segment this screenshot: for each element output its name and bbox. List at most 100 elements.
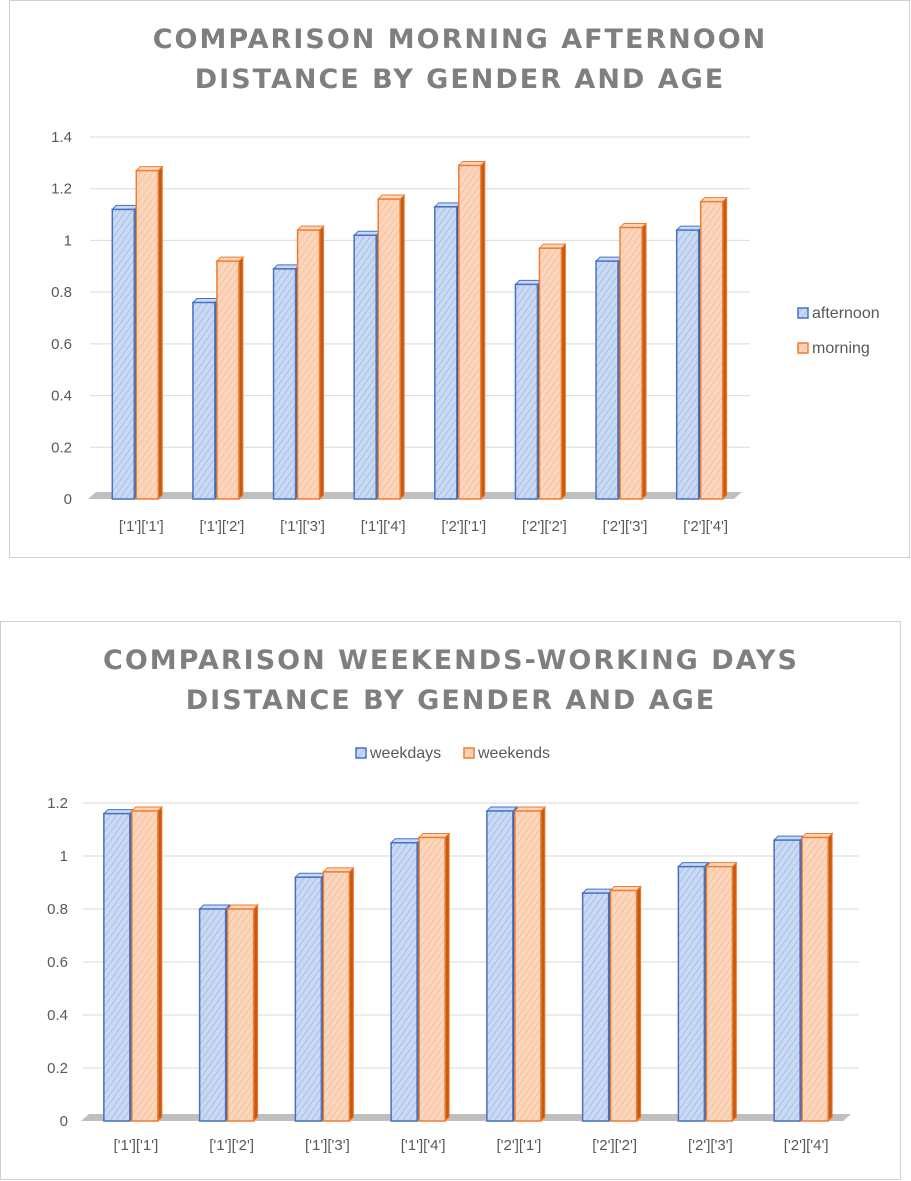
- bar-front: [514, 283, 539, 500]
- chart-floor: [81, 1114, 851, 1121]
- bar-front: [486, 810, 514, 1122]
- bar-front: [272, 268, 297, 500]
- legend-label-weekdays: weekdays: [369, 745, 441, 762]
- bar-weekends: [417, 832, 451, 1123]
- bar-front: [216, 260, 240, 500]
- y-tick-label: 0.6: [47, 954, 68, 971]
- y-tick-label: 1: [60, 848, 68, 865]
- chart-weekends-working-days-svg: COMPARISON WEEKENDS-WORKING DAYS DISTANCE…: [47, 645, 859, 1154]
- bar-front: [377, 198, 401, 500]
- chart-floor: [88, 492, 742, 499]
- bar-front: [226, 908, 255, 1122]
- bar-afternoon: [272, 263, 301, 501]
- bar-front: [773, 839, 801, 1122]
- bar-front: [296, 229, 321, 500]
- bar-afternoon: [514, 279, 543, 501]
- y-tick-label: 0.4: [51, 388, 72, 405]
- bar-front: [595, 260, 619, 500]
- bar-front: [609, 889, 638, 1122]
- bar-front: [192, 301, 216, 500]
- bar-front: [434, 206, 458, 500]
- x-tick-label: ['2']['2']: [592, 1137, 637, 1154]
- y-tick-label: 1.2: [51, 181, 72, 198]
- x-tick-label: ['1']['1']: [119, 518, 164, 535]
- bar-front: [131, 810, 159, 1122]
- legend-label-morning: morning: [812, 340, 870, 357]
- chart-morning-afternoon: COMPARISON MORNING AFTERNOON DISTANCE BY …: [9, 0, 910, 558]
- legend-swatch-morning: [797, 342, 809, 354]
- y-tick-label: 0.4: [47, 1007, 68, 1024]
- bar-weekends: [705, 861, 738, 1123]
- bar-front: [675, 229, 700, 500]
- x-tick-label: ['2']['1']: [441, 518, 486, 535]
- bar-front: [699, 200, 724, 500]
- y-tick-label: 0.8: [47, 901, 68, 918]
- bar-front: [514, 810, 542, 1122]
- bar-weekdays: [389, 837, 423, 1123]
- bar-morning: [296, 224, 325, 501]
- x-tick-label: ['1']['2']: [209, 1137, 254, 1154]
- y-tick-label: 0.6: [51, 336, 72, 353]
- y-tick-label: 1.2: [47, 795, 68, 812]
- x-tick-label: ['2']['3']: [688, 1137, 733, 1154]
- y-tick-label: 0.2: [47, 1060, 68, 1077]
- y-tick-label: 0: [64, 491, 72, 508]
- bar-front: [322, 871, 351, 1122]
- bar-front: [677, 865, 706, 1122]
- bar-weekdays: [485, 805, 519, 1123]
- bar-weekends: [513, 805, 547, 1123]
- bar-weekdays: [581, 887, 614, 1123]
- bar-weekends: [130, 805, 164, 1123]
- x-tick-label: ['1']['2']: [200, 518, 245, 535]
- bar-front: [619, 226, 643, 500]
- bar-weekdays: [677, 861, 710, 1123]
- bar-morning: [699, 196, 728, 501]
- chart-title-line: DISTANCE BY GENDER AND AGE: [195, 64, 726, 95]
- bar-afternoon: [594, 255, 624, 501]
- chart-title-line: DISTANCE BY GENDER AND AGE: [186, 685, 717, 716]
- bar-afternoon: [675, 224, 704, 501]
- bar-front: [458, 164, 482, 500]
- bar-morning: [538, 242, 567, 501]
- chart-title-line: COMPARISON WEEKENDS-WORKING DAYS: [103, 645, 799, 676]
- x-tick-label: ['1']['3']: [280, 518, 325, 535]
- y-tick-label: 0.2: [51, 439, 72, 456]
- x-tick-label: ['2']['2']: [522, 518, 567, 535]
- bar-afternoon: [191, 297, 221, 501]
- x-tick-label: ['2']['1']: [496, 1137, 541, 1154]
- bar-front: [135, 169, 160, 500]
- bar-front: [801, 836, 829, 1122]
- bar-front: [353, 234, 377, 500]
- bar-weekdays: [294, 871, 327, 1123]
- chart-title-line: COMPARISON MORNING AFTERNOON: [153, 24, 768, 55]
- bar-morning: [215, 255, 245, 501]
- bar-morning: [135, 165, 164, 501]
- x-tick-label: ['2']['4']: [683, 518, 728, 535]
- bar-afternoon: [352, 230, 382, 501]
- legend-label-weekends: weekends: [477, 745, 550, 762]
- x-tick-label: ['2']['4']: [784, 1137, 829, 1154]
- x-tick-label: ['2']['3']: [603, 518, 648, 535]
- bar-weekdays: [198, 903, 231, 1123]
- bar-weekends: [800, 832, 834, 1123]
- legend-swatch-weekends: [463, 747, 475, 759]
- bar-front: [103, 812, 131, 1122]
- bar-front: [390, 842, 418, 1122]
- chart-morning-afternoon-svg: COMPARISON MORNING AFTERNOON DISTANCE BY …: [51, 24, 880, 535]
- bar-front: [581, 892, 610, 1122]
- bar-front: [538, 247, 563, 500]
- y-tick-label: 1.4: [51, 129, 72, 146]
- legend-swatch-afternoon: [797, 307, 809, 319]
- bar-weekdays: [102, 808, 136, 1123]
- legend-label-afternoon: afternoon: [812, 305, 880, 322]
- bar-weekends: [609, 885, 642, 1123]
- bar-morning: [376, 193, 406, 501]
- x-tick-label: ['1']['4']: [401, 1137, 446, 1154]
- bar-morning: [618, 222, 648, 501]
- y-tick-label: 1: [64, 232, 72, 249]
- x-tick-label: ['1']['1']: [113, 1137, 158, 1154]
- y-tick-label: 0: [60, 1113, 68, 1130]
- y-tick-label: 0.8: [51, 284, 72, 301]
- bar-weekends: [322, 866, 355, 1123]
- legend-swatch-weekdays: [355, 747, 367, 759]
